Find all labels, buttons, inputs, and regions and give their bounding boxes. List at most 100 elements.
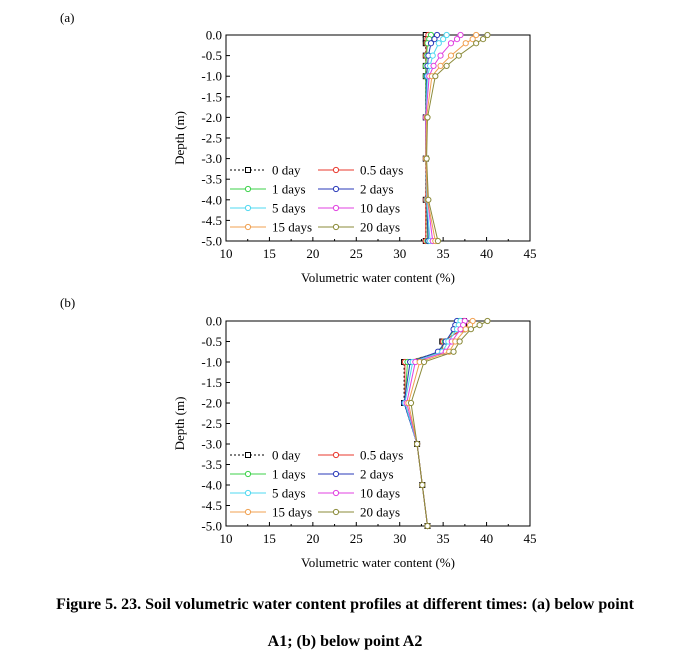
legend-label: 2 days — [360, 467, 394, 482]
x-tick-label: 20 — [306, 531, 319, 546]
legend-swatch-marker — [332, 185, 340, 193]
legend: 0 day 0.5 days 1 days 2 days 5 days 10 days 15… — [230, 448, 403, 520]
y-tick-label: -2.5 — [201, 416, 222, 431]
legend-item: 20 days — [318, 505, 400, 520]
legend-swatch-marker — [244, 508, 252, 516]
y-tick-label: -5.0 — [201, 234, 222, 249]
x-axis-label: Volumetric water content (%) — [301, 270, 455, 285]
legend-item: 0 day — [230, 163, 301, 178]
series-line — [426, 34, 488, 242]
chart-panel-2: (b) 10 15 20 25 30 35 40 45 0.0 -0.5 -1.0 -1.5 -2.0 -2… — [60, 295, 537, 570]
data-point — [420, 358, 428, 366]
y-tick-label: 0.0 — [206, 28, 222, 43]
y-tick-label: -3.5 — [201, 172, 222, 187]
data-point — [424, 114, 431, 121]
x-tick-label: 35 — [437, 246, 450, 261]
legend-item: 0.5 days — [318, 163, 403, 178]
panel-label: (b) — [60, 295, 75, 310]
x-tick-label: 40 — [480, 531, 493, 546]
legend-label: 0 day — [272, 163, 301, 178]
y-tick-label: -5.0 — [201, 519, 222, 534]
legend-swatch-marker — [244, 470, 252, 478]
legend-label: 0.5 days — [360, 448, 403, 463]
legend-label: 5 days — [272, 486, 306, 501]
x-tick-label: 20 — [306, 246, 319, 261]
legend-swatch-marker — [245, 167, 251, 173]
y-tick-label: -2.0 — [201, 396, 222, 411]
legend-swatch-marker — [245, 452, 251, 458]
chart-panel-1: (a) 10 15 20 25 30 35 40 45 0.0 -0.5 -1.0 -1.5 -2.0 -2… — [60, 10, 537, 285]
legend-swatch-marker — [244, 489, 252, 497]
x-tick-label: 15 — [263, 531, 276, 546]
y-tick-label: -4.0 — [201, 192, 222, 207]
figure-caption-line-2: A1; (b) below point A2 — [267, 633, 423, 650]
legend-label: 1 days — [272, 467, 306, 482]
data-point — [427, 40, 435, 47]
x-tick-label: 10 — [220, 246, 233, 261]
x-tick-label: 40 — [480, 246, 493, 261]
data-point — [419, 481, 426, 489]
x-tick-label: 15 — [263, 246, 276, 261]
data-point — [443, 31, 450, 39]
data-point — [437, 52, 444, 59]
legend-label: 2 days — [360, 182, 394, 197]
y-tick-label: -3.5 — [201, 457, 222, 472]
legend-label: 20 days — [360, 505, 400, 520]
legend-label: 10 days — [360, 486, 400, 501]
series-20-days — [423, 31, 491, 245]
x-tick-label: 25 — [350, 531, 363, 546]
legend-label: 5 days — [272, 201, 306, 216]
data-point — [431, 36, 438, 43]
data-point — [457, 31, 464, 39]
series-20-days — [407, 317, 491, 530]
legend-label: 0.5 days — [360, 163, 403, 178]
legend-item: 10 days — [318, 486, 400, 501]
legend-item: 2 days — [318, 182, 394, 197]
data-point — [473, 31, 480, 39]
data-point — [484, 317, 491, 325]
legend-swatch-marker — [332, 166, 340, 174]
legend-swatch-marker — [332, 223, 340, 231]
data-point — [484, 31, 491, 39]
legend-swatch-marker — [332, 451, 340, 459]
y-tick-label: -2.5 — [201, 131, 222, 146]
y-tick-label: -1.5 — [201, 375, 222, 390]
legend: 0 day 0.5 days 1 days 2 days 5 days 10 days 15… — [230, 163, 403, 235]
x-tick-label: 45 — [524, 246, 537, 261]
panel-label: (a) — [60, 10, 74, 25]
data-point — [453, 36, 461, 43]
legend-label: 1 days — [272, 182, 306, 197]
data-point — [432, 73, 439, 80]
y-tick-label: -1.0 — [201, 355, 222, 370]
x-tick-label: 30 — [393, 246, 406, 261]
legend-label: 0 day — [272, 448, 301, 463]
y-tick-label: -4.5 — [201, 213, 222, 228]
y-tick-label: -4.0 — [201, 478, 222, 493]
x-tick-label: 35 — [437, 531, 450, 546]
data-point — [447, 40, 455, 47]
legend-item: 5 days — [230, 486, 306, 501]
data-point — [407, 399, 415, 407]
legend-swatch-marker — [332, 470, 340, 478]
y-tick-label: -3.0 — [201, 151, 222, 166]
y-tick-label: -3.0 — [201, 437, 222, 452]
legend-label: 15 days — [272, 220, 312, 235]
data-point — [450, 348, 457, 355]
legend-item: 2 days — [318, 467, 394, 482]
legend-item: 5 days — [230, 201, 306, 216]
data-point — [467, 326, 475, 333]
legend-item: 20 days — [318, 220, 400, 235]
data-point — [429, 52, 436, 59]
y-tick-label: -4.5 — [201, 498, 222, 513]
legend-item: 0 day — [230, 448, 301, 463]
legend-swatch-marker — [244, 185, 252, 193]
x-tick-label: 45 — [524, 531, 537, 546]
data-point — [455, 52, 462, 59]
data-point — [413, 440, 421, 448]
y-tick-label: 0.0 — [206, 314, 222, 329]
series-line — [425, 34, 477, 242]
legend-swatch-marker — [332, 204, 340, 212]
legend-item: 1 days — [230, 182, 306, 197]
data-point — [424, 522, 431, 530]
legend-label: 15 days — [272, 505, 312, 520]
